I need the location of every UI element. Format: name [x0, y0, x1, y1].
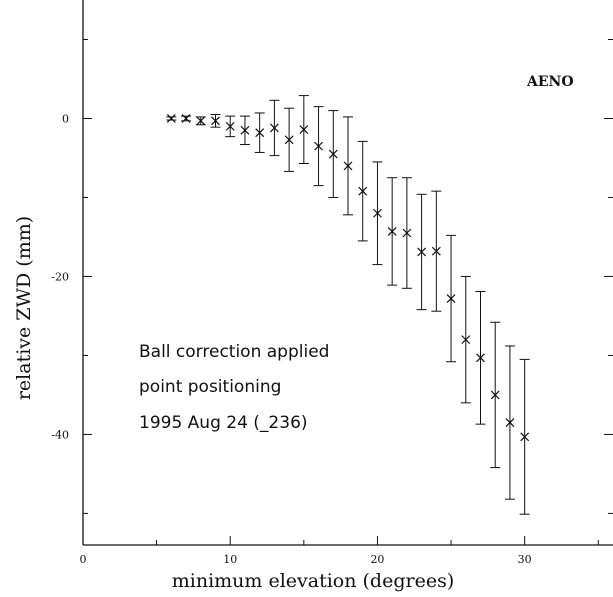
x-tick-label: 0 [80, 553, 87, 566]
data-point-marker [417, 247, 427, 257]
marker-stroke [373, 208, 382, 218]
data-point-marker [225, 121, 235, 131]
data-point-marker [387, 227, 397, 236]
data-point-marker [476, 353, 485, 363]
data-point-marker [240, 125, 250, 135]
data-point-marker [255, 128, 265, 138]
marker-stroke [211, 116, 220, 126]
marker-stroke [490, 390, 500, 400]
y-axis-label: relative ZWD (mm) [13, 216, 35, 400]
data-markers [166, 114, 530, 442]
data-point-marker [373, 208, 382, 218]
tick-labels: 0 10 20 30 0 -20 -40 [51, 112, 531, 566]
x-tick-label: 30 [518, 553, 532, 566]
data-point-marker [402, 228, 412, 238]
marker-stroke [387, 227, 397, 236]
marker-stroke [476, 353, 485, 363]
marker-stroke [181, 114, 191, 123]
marker-stroke [402, 228, 412, 238]
data-point-marker [446, 294, 456, 303]
y-tick-label: 0 [62, 112, 69, 125]
annotation-line-1: Ball correction applied [139, 342, 329, 362]
data-point-marker [196, 116, 206, 126]
marker-stroke [446, 294, 456, 303]
marker-stroke [255, 128, 265, 138]
x-axis-label: minimum elevation (degrees) [172, 570, 455, 592]
x-tick-label: 20 [370, 553, 384, 566]
data-point-marker [358, 186, 368, 196]
data-point-marker [505, 418, 515, 427]
marker-stroke [505, 418, 515, 427]
marker-stroke [240, 125, 250, 135]
station-label: AENO [526, 74, 574, 90]
data-point-marker [166, 114, 176, 123]
marker-stroke [299, 125, 309, 134]
y-tick-label: -20 [51, 270, 69, 283]
axis-ticks [82, 38, 613, 545]
data-point-marker [490, 390, 500, 400]
annotation-line-2: point positioning [139, 377, 281, 397]
data-point-marker [299, 125, 309, 134]
data-point-marker [181, 114, 191, 123]
data-point-marker [284, 135, 294, 145]
marker-stroke [343, 161, 353, 171]
y-tick-label: -40 [51, 428, 69, 441]
data-point-marker [314, 141, 323, 151]
marker-stroke [520, 432, 530, 442]
marker-stroke [225, 121, 235, 131]
marker-stroke [358, 186, 368, 196]
annotation-line-3: 1995 Aug 24 (_236) [139, 413, 308, 433]
error-bars [166, 95, 530, 515]
data-point-marker [269, 123, 279, 133]
data-point-marker [328, 149, 338, 159]
data-point-marker [343, 161, 353, 171]
marker-stroke [314, 141, 323, 151]
marker-stroke [166, 114, 176, 123]
data-point-marker [520, 432, 530, 442]
marker-stroke [269, 123, 279, 133]
marker-stroke [461, 335, 471, 345]
marker-stroke [431, 246, 441, 256]
marker-stroke [417, 247, 427, 257]
x-tick-label: 10 [223, 553, 237, 566]
data-point-marker [461, 335, 471, 345]
marker-stroke [284, 135, 294, 145]
marker-stroke [328, 149, 338, 159]
data-point-marker [431, 246, 441, 256]
marker-stroke [196, 116, 206, 126]
data-point-marker [211, 116, 220, 126]
